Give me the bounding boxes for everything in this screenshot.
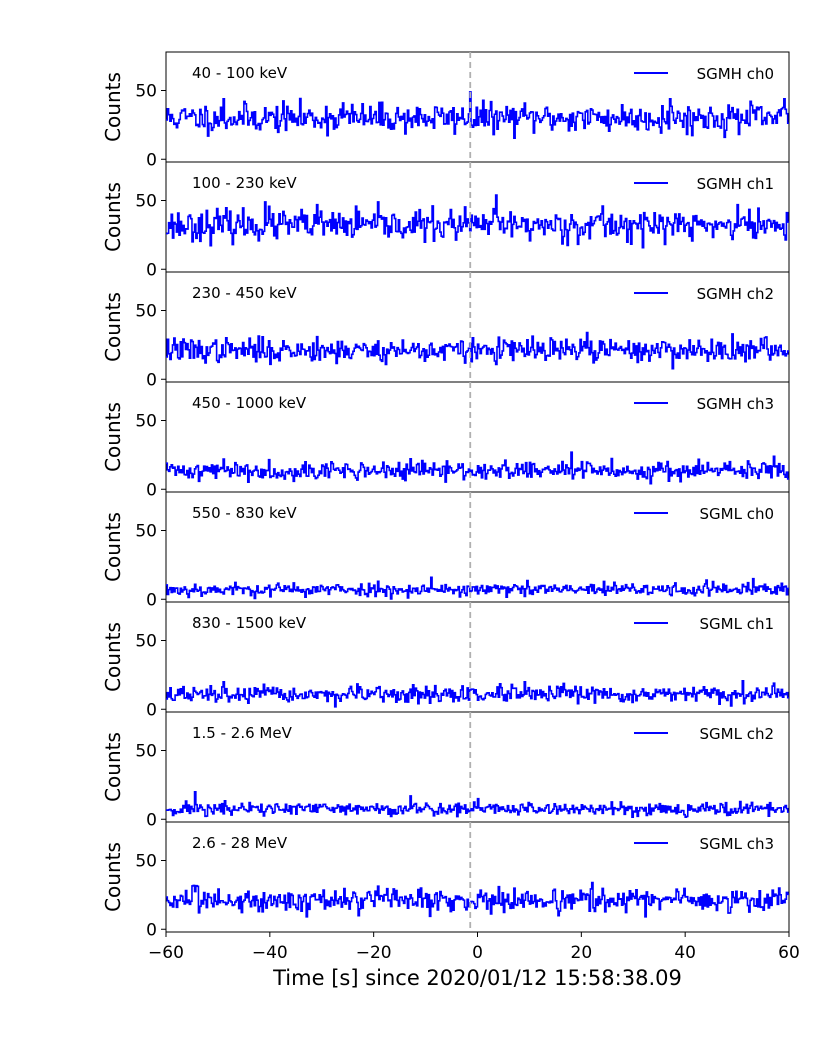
y-tick-label: 0 <box>146 150 157 170</box>
energy-range-label: 1.5 - 2.6 MeV <box>192 724 293 742</box>
legend-label: SGML ch0 <box>699 505 774 523</box>
panels-layer: 0 50 Counts 40 - 100 keV SGMH ch0 0 50 Counts 10… <box>101 51 790 940</box>
legend-label: SGMH ch0 <box>697 65 774 83</box>
light-curve-series <box>166 451 789 485</box>
y-axis-label: Counts <box>101 292 125 362</box>
y-tick-label: 0 <box>146 480 157 500</box>
y-axis-label: Counts <box>101 402 125 472</box>
light-curve-series <box>166 194 789 249</box>
y-tick-label: 50 <box>135 632 157 652</box>
energy-range-label: 830 - 1500 keV <box>192 614 307 632</box>
energy-range-label: 40 - 100 keV <box>192 64 288 82</box>
legend: SGMH ch0 <box>634 65 774 83</box>
energy-range-label: 550 - 830 keV <box>192 504 297 522</box>
light-curve-series <box>166 331 789 370</box>
light-curve-series <box>166 91 789 139</box>
panel-4: 0 50 Counts 550 - 830 keV SGML ch0 <box>101 491 790 610</box>
legend: SGML ch0 <box>634 505 774 523</box>
y-axis-label: Counts <box>101 512 125 582</box>
energy-range-label: 230 - 450 keV <box>192 284 297 302</box>
y-axis-label: Counts <box>101 842 125 912</box>
x-tick-label: −40 <box>252 943 288 963</box>
y-tick-label: 0 <box>146 370 157 390</box>
panel-0: 0 50 Counts 40 - 100 keV SGMH ch0 <box>101 51 790 170</box>
legend: SGML ch1 <box>634 615 774 633</box>
x-tick-label: 0 <box>472 943 483 963</box>
x-tick-label: 60 <box>778 943 800 963</box>
legend-label: SGML ch2 <box>699 725 774 743</box>
energy-range-label: 100 - 230 keV <box>192 174 297 192</box>
y-tick-label: 50 <box>135 302 157 322</box>
legend-label: SGML ch1 <box>699 615 774 633</box>
y-tick-label: 0 <box>146 260 157 280</box>
legend-label: SGML ch3 <box>699 835 774 853</box>
light-curve-series <box>166 881 789 918</box>
y-tick-label: 0 <box>146 700 157 720</box>
y-axis-label: Counts <box>101 182 125 252</box>
energy-range-label: 450 - 1000 keV <box>192 394 307 412</box>
panel-1: 0 50 Counts 100 - 230 keV SGMH ch1 <box>101 161 790 280</box>
legend-label: SGMH ch2 <box>697 285 774 303</box>
light-curve-series <box>166 790 789 819</box>
light-curve-series <box>166 576 789 600</box>
legend: SGMH ch1 <box>634 175 774 193</box>
y-tick-label: 0 <box>146 920 157 940</box>
panel-3: 0 50 Counts 450 - 1000 keV SGMH ch3 <box>101 381 790 500</box>
legend-label: SGMH ch3 <box>697 395 774 413</box>
x-tick-label: −20 <box>356 943 392 963</box>
legend: SGML ch2 <box>634 725 774 743</box>
y-tick-label: 50 <box>135 742 157 762</box>
x-tick-label: −60 <box>148 943 184 963</box>
y-tick-label: 50 <box>135 82 157 102</box>
y-tick-label: 50 <box>135 412 157 432</box>
x-axis-label: Time [s] since 2020/01/12 15:58:38.09 <box>272 966 682 990</box>
y-axis-label: Counts <box>101 72 125 142</box>
legend: SGMH ch3 <box>634 395 774 413</box>
x-axis: −60 −40 −20 0 20 40 60 <box>148 932 800 963</box>
y-tick-label: 50 <box>135 192 157 212</box>
y-tick-label: 0 <box>146 590 157 610</box>
y-axis-label: Counts <box>101 732 125 802</box>
y-axis-label: Counts <box>101 622 125 692</box>
legend: SGMH ch2 <box>634 285 774 303</box>
energy-range-label: 2.6 - 28 MeV <box>192 834 288 852</box>
x-tick-label: 40 <box>674 943 696 963</box>
x-tick-label: 20 <box>571 943 593 963</box>
panel-6: 0 50 Counts 1.5 - 2.6 MeV SGML ch2 <box>101 711 790 830</box>
legend: SGML ch3 <box>634 835 774 853</box>
panel-7: 0 50 Counts 2.6 - 28 MeV SGML ch3 <box>101 821 790 940</box>
panel-2: 0 50 Counts 230 - 450 keV SGMH ch2 <box>101 271 790 390</box>
legend-label: SGMH ch1 <box>697 175 774 193</box>
y-tick-label: 50 <box>135 522 157 542</box>
panel-5: 0 50 Counts 830 - 1500 keV SGML ch1 <box>101 601 790 720</box>
light-curve-series <box>166 679 789 708</box>
y-tick-label: 0 <box>146 810 157 830</box>
y-tick-label: 50 <box>135 852 157 872</box>
